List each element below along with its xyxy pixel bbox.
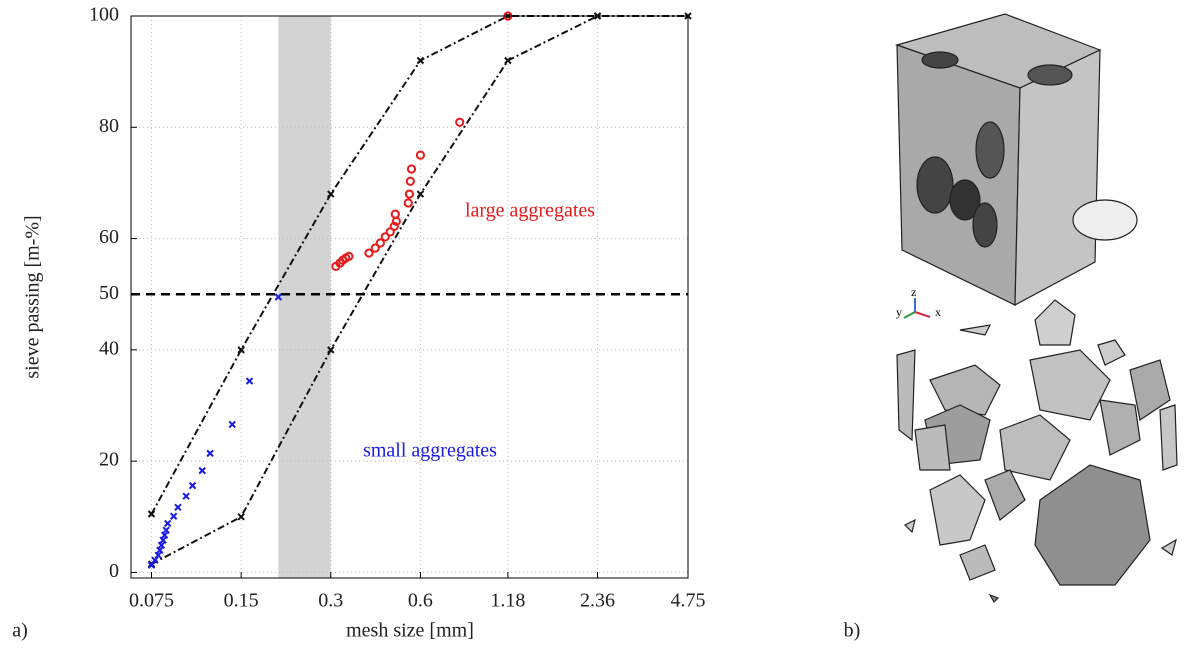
data-point bbox=[198, 466, 206, 475]
data-point bbox=[327, 346, 335, 354]
data-point bbox=[375, 238, 385, 248]
data-point bbox=[169, 512, 178, 520]
data-point bbox=[390, 209, 400, 219]
data-point bbox=[174, 503, 182, 512]
panel-label: a) bbox=[12, 620, 28, 642]
triad-label: y bbox=[896, 305, 902, 319]
data-point bbox=[159, 536, 167, 544]
data-point bbox=[151, 556, 159, 564]
data-point bbox=[245, 377, 254, 385]
plot-frame bbox=[130, 15, 689, 579]
data-point bbox=[147, 510, 156, 518]
x-tick-label: 4.75 bbox=[671, 590, 706, 612]
data-point bbox=[370, 243, 380, 253]
data-point bbox=[406, 164, 417, 174]
data-point bbox=[404, 189, 415, 199]
data-point bbox=[389, 221, 399, 231]
annotation: large aggregates bbox=[465, 200, 595, 222]
data-point bbox=[416, 56, 425, 65]
y-tick-label: 80 bbox=[99, 115, 119, 137]
aggregates-render bbox=[896, 299, 1178, 603]
panel-label: b) bbox=[844, 620, 861, 642]
data-point bbox=[327, 190, 335, 198]
data-point bbox=[403, 198, 413, 208]
data-point bbox=[415, 150, 426, 160]
data-point bbox=[206, 449, 214, 458]
data-point bbox=[228, 420, 236, 429]
data-point bbox=[455, 117, 465, 127]
data-point bbox=[156, 546, 164, 554]
x-tick-label: 0.075 bbox=[129, 590, 174, 612]
y-axis-label: sieve passing [m-%] bbox=[22, 215, 44, 378]
y-tick-label: 100 bbox=[89, 4, 119, 26]
x-axis-label: mesh size [mm] bbox=[346, 620, 474, 642]
data-point bbox=[274, 293, 283, 301]
data-point bbox=[237, 513, 245, 521]
y-tick-label: 20 bbox=[99, 449, 119, 471]
data-point bbox=[160, 531, 169, 539]
annotation: small aggregates bbox=[363, 440, 497, 462]
data-point bbox=[416, 190, 425, 198]
mesh-render bbox=[895, 13, 1138, 307]
y-tick-label: 40 bbox=[99, 337, 119, 359]
x-tick-label: 1.18 bbox=[490, 590, 525, 612]
highlight-band bbox=[278, 16, 331, 578]
data-point bbox=[364, 248, 374, 258]
data-point bbox=[504, 56, 512, 65]
y-tick-label: 60 bbox=[99, 226, 119, 248]
data-point bbox=[188, 481, 197, 490]
triad-label: x bbox=[935, 305, 941, 319]
x-tick-label: 0.6 bbox=[408, 590, 433, 612]
y-tick-label: 0 bbox=[109, 560, 119, 582]
data-point bbox=[182, 492, 190, 500]
data-point bbox=[162, 526, 170, 534]
data-point bbox=[157, 541, 166, 549]
data-point bbox=[163, 519, 172, 528]
y-tick-label: 50 bbox=[99, 282, 119, 304]
data-point bbox=[147, 561, 156, 569]
plot: 0 20 40 50 60 80 100 0.075 0.15 0.3 0.6 1.18 2.36 4.7… bbox=[89, 4, 706, 612]
data-point bbox=[154, 551, 162, 559]
data-point bbox=[237, 346, 245, 354]
x-tick-label: 0.15 bbox=[224, 590, 259, 612]
x-tick-label: 0.3 bbox=[318, 590, 343, 612]
data-point bbox=[344, 251, 354, 261]
data-point bbox=[405, 176, 415, 186]
envelope-line bbox=[151, 15, 598, 565]
data-point bbox=[380, 232, 390, 242]
axes-triad: y z x bbox=[896, 285, 941, 319]
triad-label: z bbox=[911, 285, 916, 299]
x-tick-label: 2.36 bbox=[580, 590, 615, 612]
